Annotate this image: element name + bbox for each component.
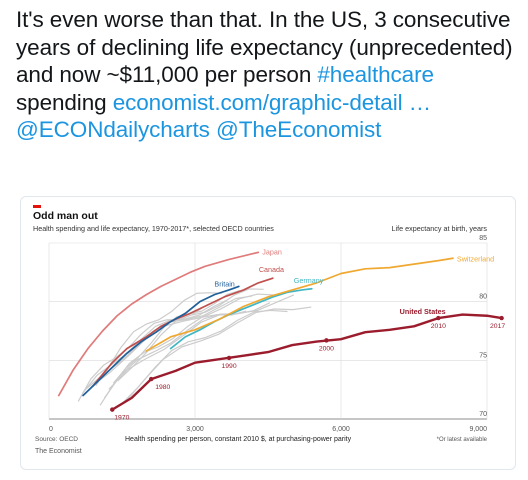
series-line-other — [117, 288, 264, 382]
series-line-japan — [57, 251, 260, 397]
x-tick-label: 6,000 — [332, 426, 350, 433]
series-line-other — [90, 293, 277, 388]
y-tick-label: 75 — [479, 352, 487, 359]
series-line-germany — [169, 287, 313, 350]
y-tick-label: 80 — [479, 294, 487, 301]
series-line-britain — [82, 285, 240, 397]
year-marker-label: 1980 — [155, 384, 170, 391]
series-label-japan: Japan — [262, 247, 282, 256]
source-note: Source: OECD — [35, 436, 78, 443]
year-marker-label: 1970 — [114, 415, 129, 422]
tweet-body-middle: spending — [16, 89, 113, 115]
series-label-switzerland: Switzerland — [457, 254, 494, 263]
year-marker-dot — [110, 407, 115, 412]
year-marker-dot — [324, 338, 329, 343]
series-line-other — [108, 294, 295, 390]
series-line-switzerland — [145, 257, 454, 352]
series-line-other — [112, 289, 240, 384]
mention-econdailycharts[interactable]: @ECONdailycharts — [16, 117, 210, 143]
year-marker-dot — [499, 315, 504, 321]
x-tick-label: 9,000 — [469, 426, 487, 433]
year-marker-label: 2010 — [431, 323, 446, 330]
tweet-body: It's even worse than that. In the US, 3 … — [16, 7, 513, 88]
series-line-united-states — [111, 313, 503, 411]
article-link[interactable]: economist.com/graphic-detail … — [112, 89, 432, 115]
x-tick-label: 0 — [49, 426, 53, 433]
x-tick-label: 3,000 — [186, 426, 204, 433]
y-tick-label: 70 — [479, 411, 487, 418]
year-marker-dot — [149, 376, 154, 382]
year-marker-label: 2000 — [319, 345, 334, 352]
series-line-other — [95, 292, 223, 387]
year-marker-dot — [436, 315, 441, 321]
chart: Odd man out Health spending and life exp… — [33, 205, 505, 455]
year-marker-dot — [226, 355, 232, 361]
year-marker-label: 1990 — [222, 363, 237, 370]
y-axis-label: Life expectancy at birth, years — [392, 224, 488, 233]
tweet-text: It's even worse than that. In the US, 3 … — [16, 6, 522, 144]
x-axis-label: Health spending per person, constant 201… — [125, 436, 352, 443]
series-label-united-states: United States — [400, 307, 446, 316]
series-label-germany: Germany — [294, 276, 324, 285]
economist-brand: The Economist — [35, 448, 82, 455]
mention-theeconomist[interactable]: @TheEconomist — [215, 117, 382, 143]
series-line-other — [86, 295, 253, 389]
chart-subtitle: Health spending and life expectancy, 197… — [33, 224, 274, 233]
hashtag-link[interactable]: #healthcare — [317, 62, 434, 88]
series-line-canada — [91, 277, 274, 387]
series-line-other — [125, 306, 312, 402]
chart-title: Odd man out — [33, 210, 98, 222]
chart-card[interactable]: Odd man out Health spending and life exp… — [20, 196, 516, 470]
footnote: *Or latest available — [437, 437, 488, 443]
y-tick-label: 85 — [479, 235, 487, 242]
series-label-canada: Canada — [259, 265, 284, 274]
series-label-britain: Britain — [214, 279, 234, 288]
economist-red-tag — [33, 205, 41, 208]
year-marker-label: 2017 — [490, 323, 505, 330]
